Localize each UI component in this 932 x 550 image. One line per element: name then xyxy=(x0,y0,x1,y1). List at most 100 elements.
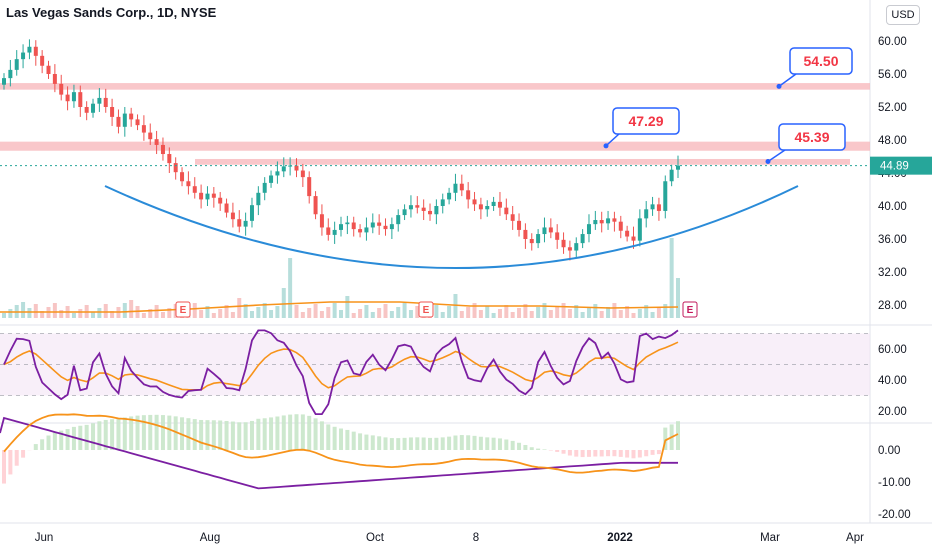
macd-histogram-bar xyxy=(497,438,502,450)
candle-body xyxy=(230,212,235,220)
macd-histogram-bar xyxy=(580,450,585,458)
volume-bar xyxy=(555,306,560,318)
rsi-axis-label: 40.00 xyxy=(878,375,907,387)
candle-body xyxy=(586,224,591,235)
candle-body xyxy=(167,154,172,164)
candle-body xyxy=(256,192,261,206)
callout-anchor xyxy=(776,83,782,89)
macd-histogram-bar xyxy=(262,418,267,450)
macd-histogram-bar xyxy=(97,421,102,450)
candle-body xyxy=(351,222,356,230)
candle-body xyxy=(466,190,471,200)
candle-body xyxy=(548,227,553,233)
candle-body xyxy=(180,172,185,182)
macd-histogram-bar xyxy=(529,447,534,450)
callout-label: 47.29 xyxy=(628,113,663,129)
earnings-marker-label: E xyxy=(423,305,430,316)
candle-body xyxy=(637,218,642,241)
volume-bar xyxy=(78,309,83,318)
macd-histogram-bar xyxy=(154,414,159,450)
time-axis-label: 8 xyxy=(473,532,479,544)
volume-bar xyxy=(504,305,509,318)
volume-bar xyxy=(103,304,108,318)
macd-histogram-bar xyxy=(644,450,649,457)
candle-body xyxy=(281,166,286,172)
currency-button[interactable]: USD xyxy=(886,5,920,25)
candle-body xyxy=(148,132,153,140)
candle-body xyxy=(383,225,388,230)
macd-histogram-bar xyxy=(606,450,611,457)
candle-body xyxy=(332,229,337,235)
macd-histogram-bar xyxy=(574,450,579,457)
volume-bar xyxy=(593,304,598,318)
callout-label: 54.50 xyxy=(803,53,838,69)
volume-bar xyxy=(466,307,471,318)
volume-bar xyxy=(618,310,623,318)
volume-bar xyxy=(529,311,534,318)
candle-body xyxy=(300,170,305,178)
candle-body xyxy=(345,222,350,225)
callout-pointer xyxy=(778,73,797,87)
volume-bar xyxy=(211,313,216,318)
candle-body xyxy=(402,209,407,216)
macd-histogram-bar xyxy=(440,437,445,450)
macd-histogram-bar xyxy=(650,450,655,455)
candle-body xyxy=(110,107,115,117)
candle-body xyxy=(612,218,617,222)
volume-bar xyxy=(440,312,445,318)
candle-body xyxy=(154,139,159,145)
candle-body xyxy=(129,113,134,120)
volume-bar xyxy=(669,238,674,318)
price-axis-label: 48.00 xyxy=(878,135,907,147)
candle-body xyxy=(339,224,343,230)
macd-histogram-bar xyxy=(415,437,420,450)
macd-histogram-bar xyxy=(256,418,261,450)
candle-body xyxy=(91,103,96,113)
candle-body xyxy=(186,181,191,187)
volume-bar xyxy=(402,303,407,318)
macd-histogram-bar xyxy=(269,417,274,450)
candle-body xyxy=(428,210,433,215)
macd-histogram-bar xyxy=(211,420,216,450)
macd-histogram-bar xyxy=(364,434,369,450)
macd-histogram-bar xyxy=(148,414,153,450)
macd-axis-label: 0.00 xyxy=(878,445,900,457)
macd-histogram-bar xyxy=(472,435,477,450)
candle-body xyxy=(173,163,178,173)
candle-body xyxy=(8,69,13,79)
macd-histogram-bar xyxy=(103,419,108,450)
resistance-zone-45 xyxy=(195,158,850,165)
volume-bar xyxy=(517,308,522,318)
candle-body xyxy=(440,199,445,206)
volume-bar xyxy=(408,310,413,318)
candle-body xyxy=(46,65,51,74)
callout-pointer xyxy=(605,133,620,147)
volume-bar xyxy=(307,308,312,318)
candle-body xyxy=(478,204,483,210)
candle-body xyxy=(52,74,57,84)
candle-body xyxy=(561,239,566,248)
candle-body xyxy=(656,204,661,211)
macd-histogram-bar xyxy=(567,450,572,456)
time-axis-label: Mar xyxy=(760,532,780,544)
macd-histogram-bar xyxy=(14,450,19,466)
macd-histogram-bar xyxy=(59,430,64,450)
candle-body xyxy=(40,55,45,66)
candle-body xyxy=(517,220,522,230)
macd-histogram-bar xyxy=(676,421,680,450)
volume-bar xyxy=(110,311,115,318)
candle-body xyxy=(199,192,204,200)
macd-histogram-bar xyxy=(637,450,642,458)
volume-bar xyxy=(561,303,566,318)
candle-body xyxy=(319,214,324,228)
candle-body xyxy=(218,197,223,204)
macd-histogram-bar xyxy=(555,450,560,452)
volume-bar xyxy=(447,306,452,318)
volume-bar xyxy=(141,313,146,318)
volume-bar xyxy=(21,302,26,318)
callout-anchor xyxy=(765,159,771,165)
rsi-ma-line xyxy=(3,341,679,391)
macd-histogram-bar xyxy=(40,439,45,450)
candle-body xyxy=(580,234,585,244)
